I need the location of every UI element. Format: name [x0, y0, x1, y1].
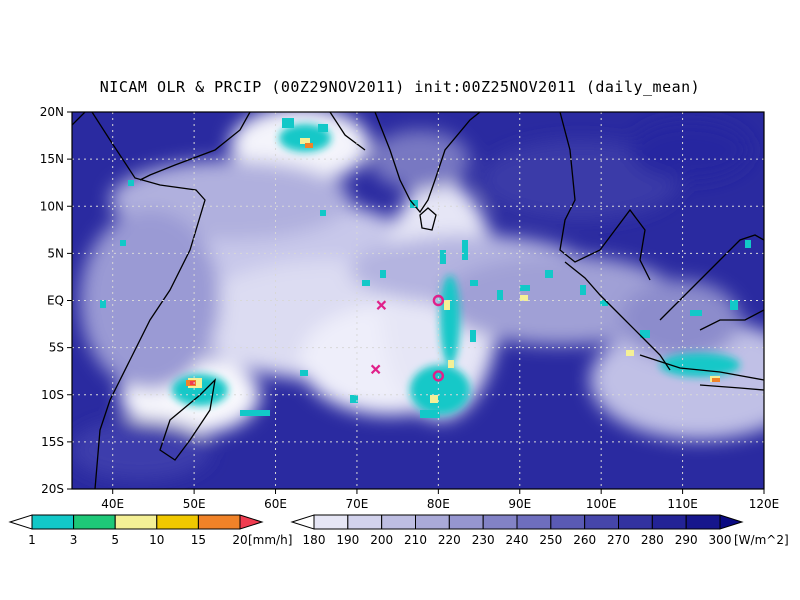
- colorbar-swatch: [482, 514, 518, 530]
- colorbar-label: 1: [28, 533, 36, 547]
- lon-tick-label: 40E: [101, 497, 124, 511]
- colorbar-swatch: [347, 514, 383, 530]
- lat-tick-label: 10N: [40, 199, 64, 213]
- colorbar-label: 260: [573, 533, 596, 547]
- lat-tick-label: 20N: [40, 105, 64, 119]
- colorbar-swatch: [584, 514, 620, 530]
- colorbar-label: 190: [336, 533, 359, 547]
- colorbar-high-arrow: [719, 514, 744, 530]
- colorbar-swatch: [156, 514, 199, 530]
- lon-tick-label: 80E: [427, 497, 450, 511]
- storm-x-marker: [370, 364, 381, 375]
- colorbar-swatch: [685, 514, 721, 530]
- lat-tick-label: 5S: [49, 341, 64, 355]
- colorbar-swatch: [448, 514, 484, 530]
- colorbar-swatch: [550, 514, 586, 530]
- colorbar-swatch: [73, 514, 116, 530]
- colorbar-swatch: [114, 514, 158, 530]
- colorbar-label: 270: [607, 533, 630, 547]
- lon-tick-label: 50E: [183, 497, 206, 511]
- storm-circle-marker: [432, 370, 445, 382]
- lon-tick-label: 90E: [508, 497, 531, 511]
- colorbar-swatch: [651, 514, 687, 530]
- coastlines: [72, 112, 764, 489]
- latitude-axis: 20N 15N 10N 5N EQ 5S 10S 15S 20S: [40, 105, 72, 496]
- colorbar-unit: [W/m^2]: [734, 533, 789, 547]
- colorbar-label: 290: [675, 533, 698, 547]
- colorbar-low-arrow: [8, 514, 33, 530]
- colorbar-label: 300: [709, 533, 732, 547]
- map-gridlines: [72, 112, 764, 489]
- lon-tick-label: 60E: [264, 497, 287, 511]
- colorbar-low-arrow: [290, 514, 315, 530]
- lat-tick-label: 15S: [41, 435, 64, 449]
- map-title: NICAM OLR & PRCIP (00Z29NOV2011) init:00…: [99, 78, 701, 96]
- colorbar-label: 3: [70, 533, 78, 547]
- precip-field: [100, 118, 751, 418]
- lon-tick-label: 110E: [667, 497, 698, 511]
- lon-tick-label: 70E: [346, 497, 369, 511]
- colorbar-label: 200: [370, 533, 393, 547]
- colorbar-label: 20: [232, 533, 247, 547]
- lat-tick-label: 20S: [41, 482, 64, 496]
- colorbar-label: 15: [191, 533, 206, 547]
- colorbar-label: 230: [472, 533, 495, 547]
- lon-tick-label: 100E: [586, 497, 617, 511]
- colorbar-swatch: [313, 514, 349, 530]
- colorbar-swatch: [415, 514, 450, 530]
- precip-colorbar: 1 3 5 10 15 20 [mm/h]: [8, 514, 292, 547]
- lat-tick-label: 10S: [41, 388, 64, 402]
- colorbar-high-arrow: [239, 514, 264, 530]
- lat-tick-label: EQ: [47, 294, 64, 308]
- colorbar-label: 180: [303, 533, 326, 547]
- colorbar-swatch: [31, 514, 75, 530]
- lat-tick-label: 5N: [47, 246, 64, 260]
- storm-circle-marker: [432, 294, 445, 307]
- colorbar-label: 220: [438, 533, 461, 547]
- colorbar-label: 250: [539, 533, 562, 547]
- colorbar-label: 210: [404, 533, 427, 547]
- colorbar-label: 10: [149, 533, 164, 547]
- colorbar-swatch: [381, 514, 416, 530]
- colorbar-swatch: [618, 514, 653, 530]
- storm-markers: [370, 294, 445, 382]
- storm-x-marker: [376, 300, 387, 310]
- colorbar-swatch: [516, 514, 552, 530]
- lon-tick-label: 120E: [749, 497, 780, 511]
- colorbar-unit: [mm/h]: [248, 533, 292, 547]
- olr-colorbar: 180 190 200 210 220 230 240 250 260 270 280 290 300[…: [290, 514, 789, 547]
- colorbar-label: 5: [111, 533, 119, 547]
- colorbar-label: 280: [641, 533, 664, 547]
- lat-tick-label: 15N: [40, 152, 64, 166]
- longitude-axis: 40E 50E 60E 70E 80E 90E 100E 110E 120E: [101, 489, 779, 511]
- colorbar-swatch: [197, 514, 241, 530]
- colorbar-label: 240: [506, 533, 529, 547]
